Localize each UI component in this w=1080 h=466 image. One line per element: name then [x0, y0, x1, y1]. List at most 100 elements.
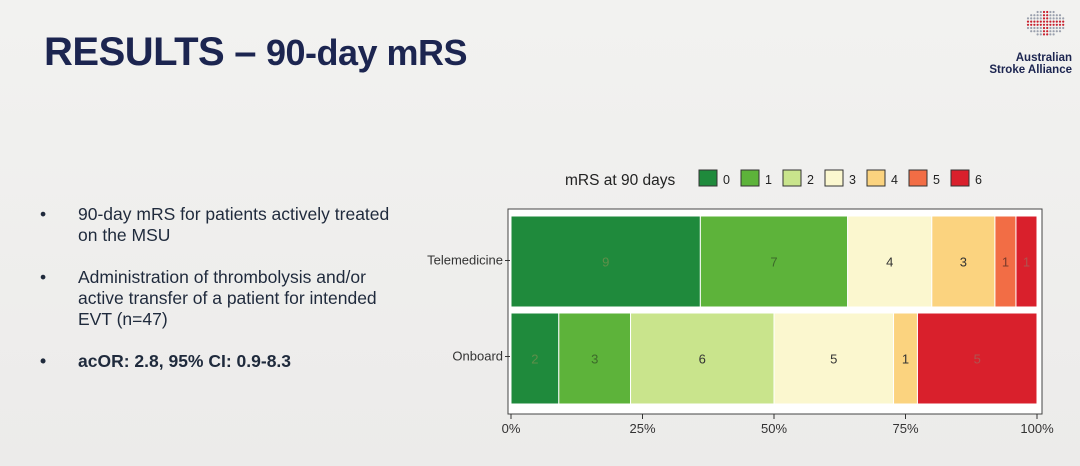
- logo-dot: [1046, 26, 1049, 30]
- legend-label: 5: [933, 173, 940, 187]
- x-tick-label: 50%: [761, 421, 787, 436]
- title-main: RESULTS: [44, 30, 225, 74]
- logo-dot: [1036, 14, 1039, 17]
- logo-dot: [1030, 17, 1033, 20]
- logo-dot: [1042, 17, 1046, 20]
- x-tick-label: 100%: [1020, 421, 1054, 436]
- logo-dot: [1030, 26, 1033, 30]
- data-label: 3: [960, 255, 967, 270]
- logo-dot: [1042, 30, 1046, 33]
- logo-dot: [1055, 30, 1058, 33]
- logo-dot: [1033, 26, 1036, 30]
- logo-dot: [1036, 26, 1039, 30]
- logo-dot: [1046, 20, 1049, 23]
- logo-dot: [1052, 17, 1055, 20]
- logo-dot: [1036, 10, 1039, 14]
- row-separator: [511, 307, 1037, 313]
- legend-title: mRS at 90 days: [565, 172, 676, 189]
- logo-dot: [1052, 33, 1055, 36]
- x-tick-label: 25%: [629, 421, 655, 436]
- logo-dot: [1033, 17, 1036, 20]
- logo-dot: [1058, 30, 1062, 33]
- data-label: 3: [591, 352, 598, 367]
- x-tick-label: 0%: [502, 421, 521, 436]
- logo-dot: [1049, 20, 1052, 23]
- legend-swatch: [908, 169, 928, 187]
- legend-swatch: [698, 169, 718, 187]
- data-label: 1: [1023, 255, 1030, 270]
- legend-label: 6: [975, 173, 982, 187]
- logo-dot: [1046, 30, 1049, 33]
- logo-dot: [1042, 20, 1046, 23]
- bars: 9 7 4 3 1 12 3 6 5 1 5: [510, 215, 1038, 405]
- title-dash: –: [234, 30, 256, 74]
- logo-dot: [1033, 14, 1036, 17]
- logo-dot: [1046, 10, 1049, 14]
- logo-dot-grid: [1026, 10, 1065, 36]
- logo-dot: [1055, 17, 1058, 20]
- logo-dot: [1058, 26, 1062, 30]
- logo-dot: [1052, 26, 1055, 30]
- logo-dot: [1033, 20, 1036, 23]
- title-sub: 90-day mRS: [265, 32, 468, 73]
- logo-dot: [1039, 33, 1042, 36]
- bar-segment: [931, 215, 996, 308]
- logo-dot: [1036, 20, 1039, 23]
- data-label: 9: [602, 255, 609, 270]
- data-label: 4: [886, 255, 893, 270]
- australian-stroke-alliance-logo: [1026, 10, 1065, 36]
- logo-dot: [1039, 30, 1042, 33]
- logo-dot: [1030, 23, 1033, 26]
- logo-dot: [1030, 14, 1033, 17]
- logo-dot: [1026, 26, 1030, 30]
- logo-dot: [1030, 30, 1033, 33]
- legend-swatch: [950, 169, 970, 187]
- logo-dot: [1036, 30, 1039, 33]
- legend-label: 0: [723, 173, 730, 187]
- slide-title: RESULTS –90-day mRS: [44, 30, 468, 75]
- data-label: 5: [974, 352, 981, 367]
- logo-dot: [1052, 20, 1055, 23]
- logo-dot: [1039, 10, 1042, 14]
- data-label: 5: [830, 352, 837, 367]
- logo-dot: [1046, 17, 1049, 20]
- bullet-list: 90-day mRS for patients actively treated…: [40, 204, 400, 393]
- logo-dot: [1052, 10, 1055, 14]
- x-axis-ticks: 0% 25% 50% 75% 100%: [502, 414, 1054, 436]
- logo-dot: [1058, 14, 1062, 17]
- logo-dot: [1055, 23, 1058, 26]
- logo-dot: [1058, 17, 1062, 20]
- legend-label: 4: [891, 173, 898, 187]
- logo-dot: [1049, 30, 1052, 33]
- logo-dot: [1042, 23, 1046, 26]
- logo-dot: [1039, 26, 1042, 30]
- bullet-item: 90-day mRS for patients actively treated…: [40, 204, 400, 246]
- bullet-item: Administration of thrombolysis and/or ac…: [40, 267, 400, 330]
- data-label: 1: [1002, 255, 1009, 270]
- logo-dot: [1042, 10, 1046, 14]
- logo-dot: [1042, 26, 1046, 30]
- logo-dot: [1046, 33, 1049, 36]
- logo-dot: [1033, 30, 1036, 33]
- bullet-item: acOR: 2.8, 95% CI: 0.9-8.3: [40, 351, 400, 372]
- data-label: 1: [902, 352, 909, 367]
- logo-text: Australian Stroke Alliance: [989, 52, 1072, 76]
- legend-label: 1: [765, 173, 772, 187]
- logo-dot: [1049, 23, 1052, 26]
- y-axis-labels: Telemedicine Onboard: [427, 253, 510, 364]
- logo-line-2: Stroke Alliance: [989, 64, 1072, 76]
- legend-swatch: [866, 169, 886, 187]
- logo-line-1: Australian: [1015, 52, 1072, 64]
- logo-dot: [1026, 17, 1030, 20]
- logo-dot: [1030, 20, 1033, 23]
- logo-dot: [1055, 26, 1058, 30]
- logo-dot: [1052, 30, 1055, 33]
- logo-dot: [1062, 20, 1065, 23]
- legend-swatch: [740, 169, 760, 187]
- logo-dot: [1039, 20, 1042, 23]
- logo-dot: [1042, 33, 1046, 36]
- y-axis-label: Onboard: [452, 349, 503, 364]
- logo-dot: [1039, 23, 1042, 26]
- logo-dot: [1039, 14, 1042, 17]
